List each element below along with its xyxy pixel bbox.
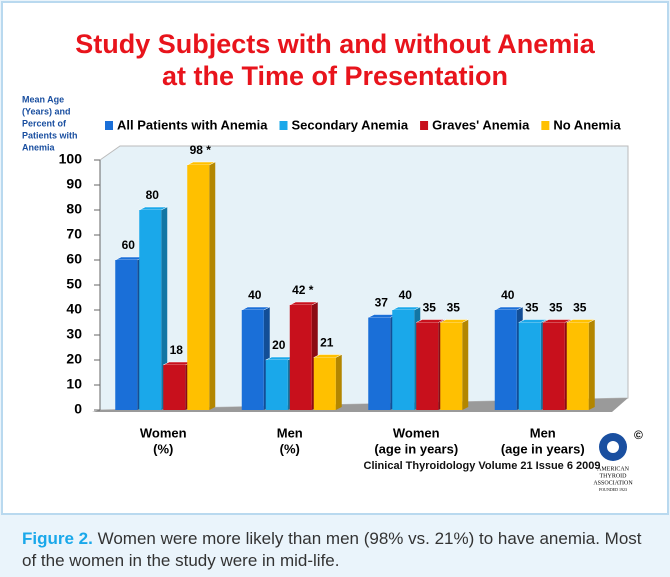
bar (416, 322, 439, 410)
data-label: 35 (573, 301, 587, 315)
bar (313, 357, 336, 410)
bar-side (462, 319, 469, 410)
y-axis-label: Mean Age (22, 94, 64, 104)
x-tick-label: (%) (153, 441, 173, 456)
data-label: 60 (122, 238, 136, 252)
bar (494, 310, 517, 410)
data-label: 42 * (292, 283, 314, 297)
data-label: 21 (320, 336, 334, 350)
logo-text: AMERICAN (597, 466, 630, 472)
y-tick-label: 80 (66, 201, 82, 217)
legend-label: No Anemia (553, 117, 621, 132)
x-tick-label: Men (530, 425, 556, 440)
y-tick-label: 40 (66, 301, 82, 317)
data-label: 40 (248, 288, 262, 302)
logo-text: THYROID (600, 473, 628, 479)
y-tick-label: 20 (66, 351, 82, 367)
logo-text: FOUNDED 1923 (599, 487, 627, 492)
chart-title: Study Subjects with and without Anemia (75, 29, 596, 59)
data-label: 40 (501, 288, 515, 302)
x-tick-label: Men (277, 425, 303, 440)
caption-text: Women were more likely than men (98% vs.… (22, 529, 642, 570)
bar (187, 165, 210, 410)
data-label: 18 (170, 343, 184, 357)
x-tick-label: (age in years) (501, 441, 585, 456)
data-label: 35 (525, 301, 539, 315)
data-label: 37 (375, 296, 389, 310)
data-label: 35 (549, 301, 563, 315)
bar-side (335, 354, 342, 410)
bar (139, 210, 162, 410)
caption: Figure 2. Women were more likely than me… (22, 528, 652, 572)
y-tick-label: 50 (66, 276, 82, 292)
data-label: 40 (399, 288, 413, 302)
logo-text: ASSOCIATION (593, 480, 633, 486)
legend-label: All Patients with Anemia (117, 117, 268, 132)
bar (289, 305, 312, 410)
bar (368, 317, 391, 410)
source: Clinical Thyroidology Volume 21 Issue 6 … (364, 460, 601, 472)
y-tick-label: 30 (66, 326, 82, 342)
legend-swatch (541, 121, 550, 130)
bar (392, 310, 415, 410)
y-tick-label: 10 (66, 376, 82, 392)
legend-swatch (420, 121, 429, 130)
data-label: 98 * (190, 143, 212, 157)
chart-title: at the Time of Presentation (162, 61, 508, 91)
legend-swatch (279, 121, 288, 130)
bar (115, 260, 138, 410)
legend-swatch (105, 121, 113, 130)
data-label: 80 (146, 188, 160, 202)
bar-side (588, 319, 595, 410)
legend-label: Secondary Anemia (292, 117, 409, 132)
bar-side (209, 162, 216, 410)
y-axis-label: (Years) and (22, 106, 71, 116)
y-tick-label: 60 (66, 251, 82, 267)
bar (163, 365, 186, 410)
chart: Study Subjects with and without Anemia a… (1, 1, 669, 515)
y-axis-label: Percent of (22, 118, 67, 128)
x-tick-label: Women (140, 425, 187, 440)
caption-label: Figure 2. (22, 529, 93, 548)
y-tick-label: 70 (66, 226, 82, 242)
bar (518, 322, 541, 410)
y-axis-label: Anemia (22, 142, 56, 152)
logo-icon (607, 441, 619, 453)
data-label: 35 (447, 301, 461, 315)
legend-label: Graves' Anemia (432, 117, 530, 132)
y-tick-label: 90 (66, 176, 82, 192)
data-label: 20 (272, 338, 286, 352)
bar (566, 322, 589, 410)
x-tick-label: Women (393, 425, 440, 440)
y-tick-label: 0 (74, 401, 82, 417)
bar (542, 322, 565, 410)
bar-side (161, 207, 168, 410)
x-tick-label: (age in years) (374, 441, 458, 456)
data-label: 35 (423, 301, 437, 315)
y-axis-label: Patients with (22, 130, 78, 140)
bar (265, 360, 288, 410)
bar (440, 322, 463, 410)
floor (92, 398, 628, 412)
logo-copyright: © (634, 428, 643, 442)
y-tick-label: 100 (59, 151, 83, 167)
bar (241, 310, 264, 410)
x-tick-label: (%) (280, 441, 300, 456)
